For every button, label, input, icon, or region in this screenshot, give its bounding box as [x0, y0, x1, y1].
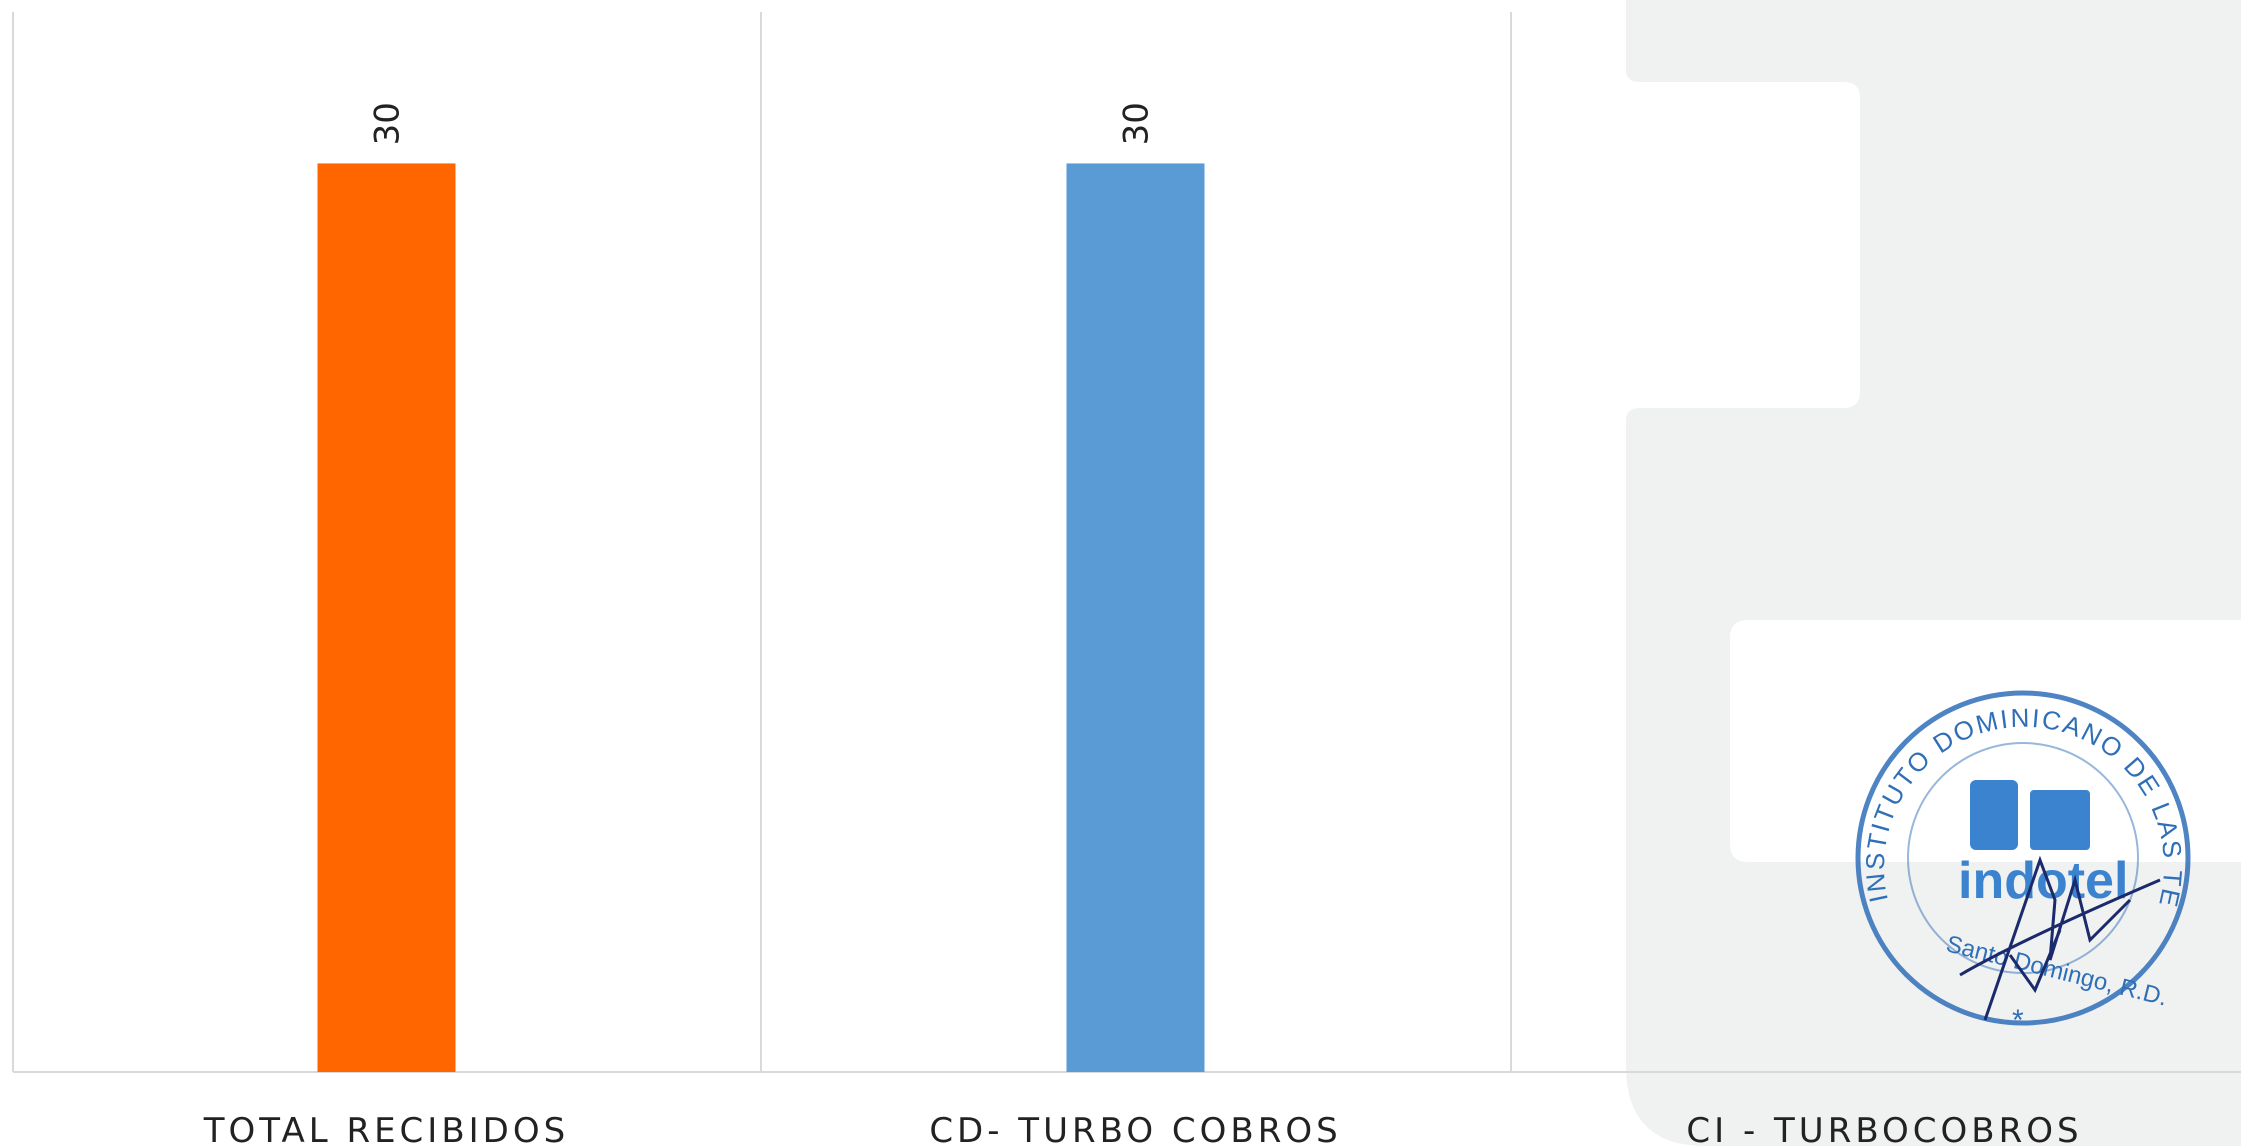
seal-logo-grid: [2030, 790, 2090, 850]
category-label: TOTAL RECIBIDOS: [203, 1111, 569, 1146]
bar: [1066, 163, 1205, 1072]
labels-layer: 30 TOTAL RECIBIDOS 30 CD- TURBO COBROS CI - …: [203, 102, 2082, 1146]
seal-outer-ring: [1855, 690, 2191, 1026]
data-label: 30: [1117, 102, 1157, 145]
background-watermark: [1626, 0, 2241, 1146]
category-label: CD- TURBO COBROS: [929, 1111, 1341, 1146]
seal-logo-mark: [1970, 780, 2018, 850]
category-label: CI - TURBOCOBROS: [1686, 1111, 2082, 1146]
seal-star-icon: *: [2012, 1004, 2024, 1037]
bars-layer: [317, 163, 1205, 1072]
signature-scribble: [1959, 855, 2161, 1021]
seal-logo-text: indotel: [1958, 852, 2128, 910]
data-label: 30: [368, 102, 408, 145]
bar: [317, 163, 456, 1072]
background-watermark-notch: [1730, 620, 2241, 862]
